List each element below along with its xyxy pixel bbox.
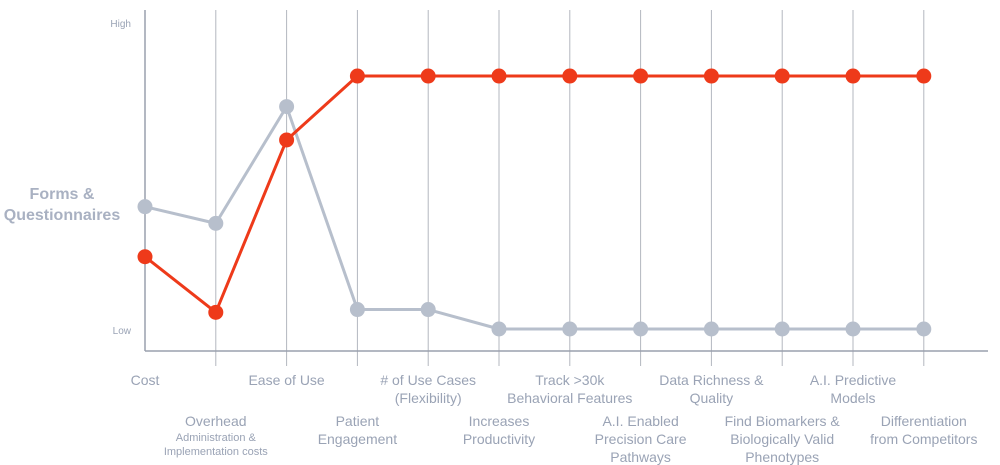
data-point: [349, 68, 365, 84]
x-axis-labels: Cost Overhead Administration & Implementati…: [131, 372, 978, 465]
vertical-gridlines: [215, 10, 925, 366]
data-point: [916, 68, 932, 84]
series-layer: [137, 68, 932, 337]
data-point: [774, 68, 790, 84]
series-forms-questionnaires: [137, 99, 932, 337]
y-tick-low: Low: [113, 326, 132, 337]
data-point: [349, 302, 365, 318]
data-point: [420, 68, 436, 84]
x-category-label: Ease of Use: [248, 372, 324, 388]
data-point: [420, 302, 436, 318]
legend-label-forms-questionnaires: Forms & Questionnaires: [4, 186, 121, 224]
x-category-label: Differentiation from Competitors: [870, 413, 977, 447]
legend: Forms & Questionnaires emyline: [4, 186, 121, 264]
legend-label-emyline: emyline: [48, 245, 111, 264]
data-point: [845, 68, 861, 84]
x-category-label: Cost: [131, 372, 160, 388]
data-point: [208, 304, 224, 320]
x-category-label: # of Use Cases (Flexibility): [380, 372, 476, 406]
x-category-label: A.I. Enabled Precision Care Pathways: [595, 413, 687, 465]
data-point: [774, 321, 790, 337]
data-point: [703, 68, 719, 84]
x-category-label: A.I. Predictive Models: [810, 372, 897, 406]
series-line: [144, 74, 924, 314]
data-point: [633, 321, 649, 337]
x-category-label: Track >30k Behavioral Features: [507, 372, 632, 406]
data-point: [633, 68, 649, 84]
data-point: [491, 321, 507, 337]
data-point: [916, 321, 932, 337]
data-point: [279, 132, 295, 148]
x-category-label: Overhead: [185, 413, 246, 429]
x-category-label: Increases Productivity: [463, 413, 535, 447]
y-tick-high: High: [110, 19, 131, 30]
data-point: [845, 321, 861, 337]
x-category-label: Patient Engagement: [318, 413, 398, 447]
data-point: [491, 68, 507, 84]
series-emyline: [137, 68, 932, 320]
data-point: [703, 321, 719, 337]
data-point: [208, 215, 224, 231]
data-point: [279, 99, 295, 115]
data-point: [562, 321, 578, 337]
data-point: [137, 199, 153, 215]
series-line: [144, 105, 924, 331]
x-category-sublabel: Administration & Implementation costs: [164, 432, 268, 458]
x-category-label: Data Richness & Quality: [659, 372, 764, 406]
data-point: [562, 68, 578, 84]
data-point: [137, 249, 153, 265]
x-category-label: Find Biomarkers & Biologically Valid Pheno…: [725, 413, 841, 465]
